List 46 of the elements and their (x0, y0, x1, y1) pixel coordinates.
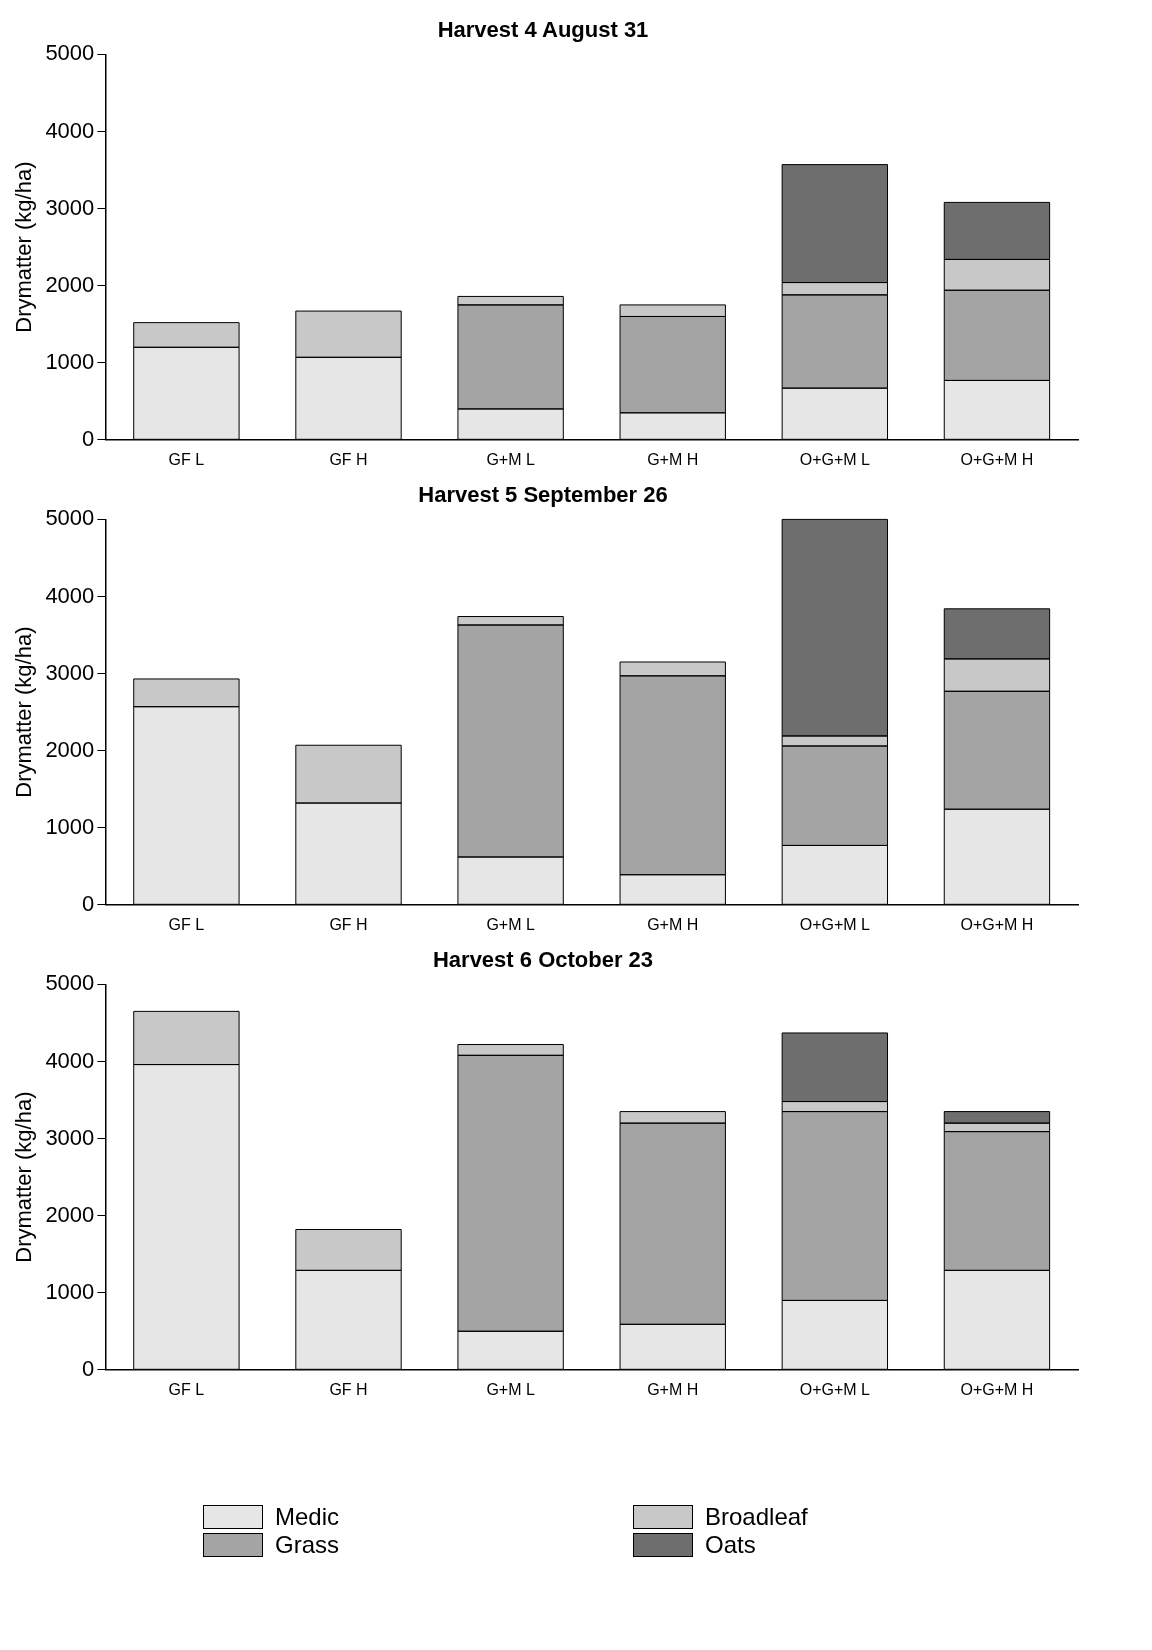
x-tick-label: G+M H (647, 1380, 699, 1398)
x-tick-label: GF L (168, 1380, 205, 1398)
y-tick-label: 2000 (45, 271, 95, 297)
y-tick-label: 1000 (45, 1278, 95, 1304)
chart-title: Harvest 4 August 31 (437, 17, 649, 43)
x-tick-label: O+G+M L (799, 450, 871, 468)
y-tick-label: 0 (82, 425, 95, 451)
x-tick-label: G+M L (486, 450, 535, 468)
y-axis-title: Drymatter (kg/ha) (11, 1091, 37, 1263)
legend-label: Broadleaf (705, 1503, 808, 1531)
x-tick-label: G+M L (486, 1380, 535, 1398)
y-tick-label: 2000 (45, 1201, 95, 1227)
x-tick-label: GF L (168, 915, 205, 933)
y-tick-label: 3000 (45, 1124, 95, 1150)
x-tick-label: O+G+M H (960, 450, 1034, 468)
y-tick-label: 3000 (45, 659, 95, 685)
legend-label: Grass (275, 1531, 340, 1559)
chart-title: Harvest 6 October 23 (432, 947, 654, 973)
y-tick-label: 5000 (45, 970, 95, 996)
y-tick-label: 0 (82, 890, 95, 916)
y-tick-label: 5000 (45, 505, 95, 531)
legend-label: Oats (705, 1531, 756, 1559)
x-tick-label: GF H (329, 450, 368, 468)
y-tick-label: 4000 (45, 117, 95, 143)
x-tick-label: G+M H (647, 450, 699, 468)
x-tick-label: G+M L (486, 915, 535, 933)
x-tick-label: O+G+M H (960, 1380, 1034, 1398)
x-tick-label: GF H (329, 1380, 368, 1398)
x-tick-label: G+M H (647, 915, 699, 933)
y-tick-label: 4000 (45, 1047, 95, 1073)
y-axis-title: Drymatter (kg/ha) (11, 626, 37, 798)
legend-label: Medic (275, 1503, 340, 1531)
y-axis-title: Drymatter (kg/ha) (11, 161, 37, 333)
y-tick-label: 0 (82, 1355, 95, 1381)
y-tick-label: 3000 (45, 194, 95, 220)
y-tick-label: 1000 (45, 348, 95, 374)
x-tick-label: O+G+M L (799, 1380, 871, 1398)
y-tick-label: 5000 (45, 40, 95, 66)
chart-title: Harvest 5 September 26 (418, 482, 668, 508)
y-tick-label: 2000 (45, 736, 95, 762)
x-tick-label: GF H (329, 915, 368, 933)
x-tick-label: O+G+M H (960, 915, 1034, 933)
x-tick-label: O+G+M L (799, 915, 871, 933)
y-tick-label: 1000 (45, 813, 95, 839)
x-tick-label: GF L (168, 450, 205, 468)
y-tick-label: 4000 (45, 582, 95, 608)
